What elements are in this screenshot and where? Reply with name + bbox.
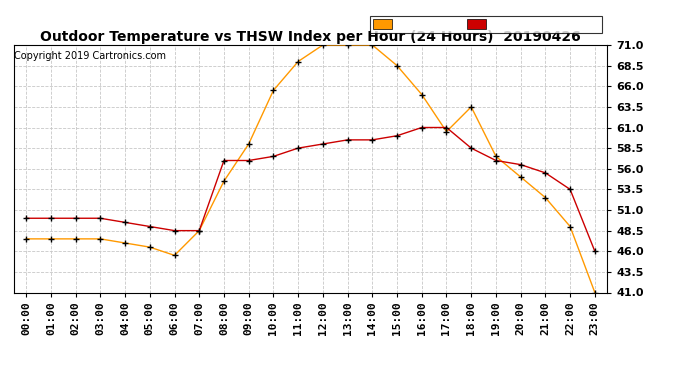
- Legend: THSW  (°F), Temperature  (°F): THSW (°F), Temperature (°F): [370, 15, 602, 33]
- Text: Copyright 2019 Cartronics.com: Copyright 2019 Cartronics.com: [14, 51, 166, 61]
- Title: Outdoor Temperature vs THSW Index per Hour (24 Hours)  20190426: Outdoor Temperature vs THSW Index per Ho…: [40, 30, 581, 44]
